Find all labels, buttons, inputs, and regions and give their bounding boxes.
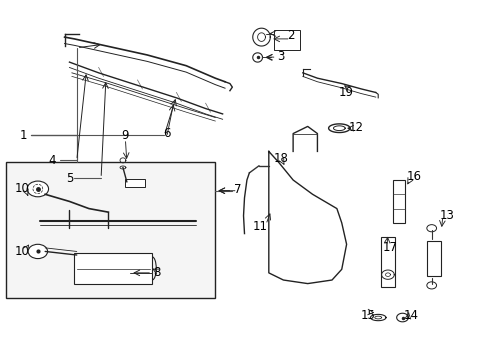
Bar	[74, 253, 152, 284]
Circle shape	[426, 282, 436, 289]
Bar	[392, 180, 404, 223]
Bar	[273, 30, 300, 50]
Bar	[125, 179, 144, 187]
Text: 4: 4	[49, 154, 56, 167]
Text: 9: 9	[122, 129, 129, 142]
Text: 17: 17	[382, 241, 397, 255]
Circle shape	[28, 244, 47, 258]
Text: 8: 8	[153, 266, 161, 279]
Text: 19: 19	[338, 86, 353, 99]
Text: 16: 16	[406, 170, 420, 183]
Text: 10: 10	[14, 245, 29, 258]
Text: 1: 1	[20, 129, 27, 142]
Circle shape	[27, 181, 48, 197]
Text: 10: 10	[14, 183, 29, 195]
Text: 7: 7	[233, 183, 241, 196]
Bar	[426, 241, 441, 276]
Text: 6: 6	[163, 127, 170, 140]
Text: 18: 18	[273, 152, 288, 165]
Text: 5: 5	[66, 172, 73, 185]
Text: 11: 11	[252, 220, 267, 233]
Bar	[6, 162, 215, 298]
Text: 3: 3	[277, 50, 284, 63]
Circle shape	[426, 225, 436, 232]
Text: 15: 15	[360, 309, 375, 322]
Text: 2: 2	[286, 29, 294, 42]
Text: 14: 14	[403, 309, 418, 322]
Polygon shape	[268, 152, 346, 284]
Bar	[380, 237, 394, 287]
Text: 13: 13	[438, 209, 453, 222]
Text: 12: 12	[348, 121, 363, 134]
